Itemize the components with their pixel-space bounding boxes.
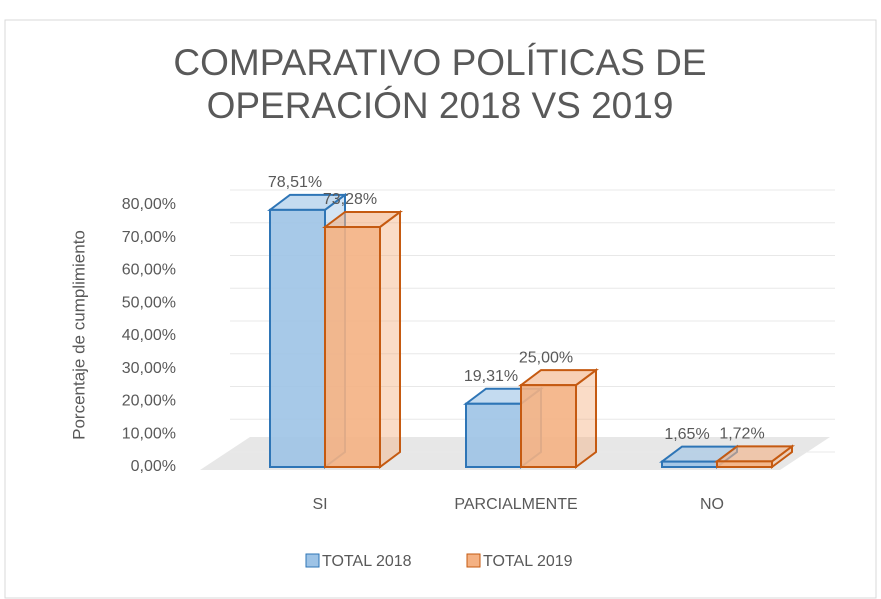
legend-swatch (305, 553, 320, 568)
y-tick-label: 50,00% (122, 294, 176, 311)
x-tick-label: PARCIALMENTE (454, 496, 577, 513)
y-tick-label: 10,00% (122, 425, 176, 442)
x-tick-label: NO (700, 496, 724, 513)
value-label: 78,51% (268, 174, 322, 191)
y-tick-label: 60,00% (122, 262, 176, 279)
y-tick-label: 0,00% (131, 458, 176, 475)
value-label: 25,00% (519, 349, 573, 366)
legend-swatch (466, 553, 481, 568)
legend-label: TOTAL 2018 (322, 553, 412, 570)
bar (520, 384, 577, 468)
value-label: 73,28% (323, 191, 377, 208)
bar (716, 460, 773, 469)
chart-frame (4, 19, 877, 599)
y-tick-label: 70,00% (122, 229, 176, 246)
value-label: 19,31% (464, 368, 518, 385)
bar (324, 226, 381, 468)
y-tick-label: 80,00% (122, 196, 176, 213)
y-tick-label: 20,00% (122, 393, 176, 410)
bar-side (379, 210, 401, 469)
bar (269, 208, 326, 468)
bar-side (575, 368, 597, 469)
y-tick-label: 40,00% (122, 327, 176, 344)
value-label: 1,72% (719, 426, 764, 443)
chart-title: COMPARATIVO POLÍTICAS DE OPERACIÓN 2018 V… (173, 42, 706, 126)
bar (661, 460, 718, 469)
x-tick-label: SI (312, 496, 327, 513)
y-axis-label: Porcentaje de cumplimiento (69, 230, 88, 440)
y-tick-label: 30,00% (122, 360, 176, 377)
bar (465, 402, 522, 468)
value-label: 1,65% (664, 426, 709, 443)
legend-label: TOTAL 2019 (483, 553, 573, 570)
